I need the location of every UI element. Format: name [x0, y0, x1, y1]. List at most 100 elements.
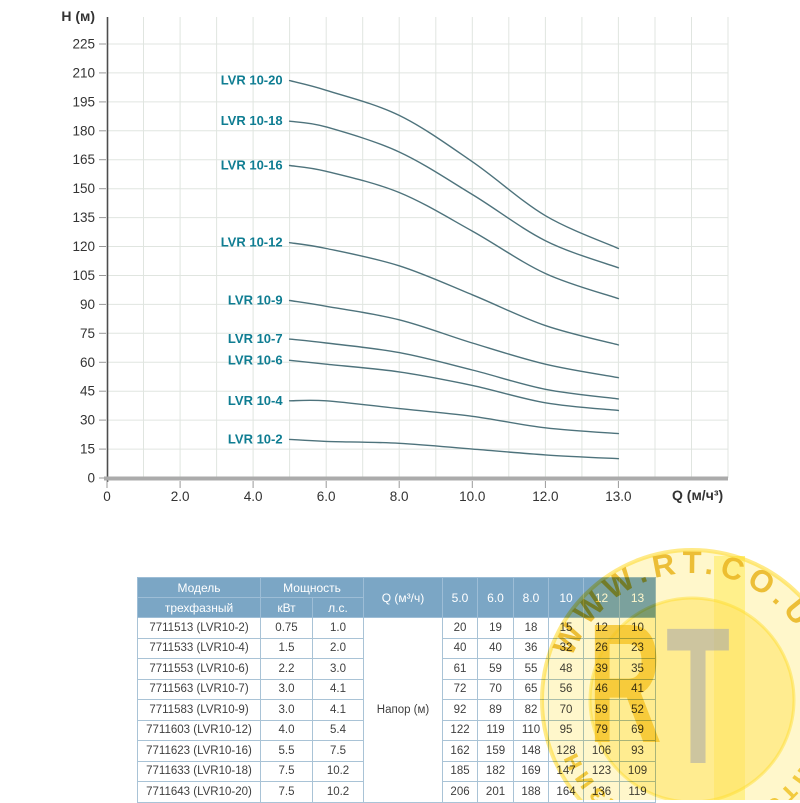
cell-head-value: 110 — [513, 719, 550, 741]
curve-label: LVR 10-18 — [221, 113, 283, 128]
cell-head-value: 188 — [513, 781, 550, 803]
header-model: Модель — [137, 577, 261, 598]
cell-hp: 10.2 — [311, 781, 365, 803]
curve-lvr-10-12 — [288, 242, 620, 346]
cell-kw: 7.5 — [260, 760, 313, 782]
pump-curves-chart: 0 15 30 45 60 75 90 105 120 135 150 165 180 195 210 225… — [61, 8, 729, 504]
curve-lvr-10-4 — [288, 399, 620, 435]
header-q-value: 6.0 — [477, 577, 515, 618]
cell-head-value: 122 — [442, 719, 479, 741]
cell-hp: 5.4 — [311, 719, 365, 741]
cell-hp: 2.0 — [311, 637, 365, 659]
watermark-ribbon — [714, 556, 745, 800]
y-tick-label: 60 — [80, 355, 95, 370]
curve-lvr-10-16 — [288, 164, 620, 300]
table-header: Модель Мощность Q (м³/ч) 5.0 6.0 8.0 10 12 13… — [137, 577, 657, 618]
cell-head-value: 19 — [477, 617, 515, 639]
cell-head-value: 72 — [442, 678, 479, 700]
curve-lvr-10-7 — [288, 338, 620, 400]
cell-head-value: 41 — [619, 678, 657, 700]
cell-hp: 10.2 — [311, 760, 365, 782]
x-tick-label: 6.0 — [317, 489, 336, 504]
header-q-value: 5.0 — [442, 577, 479, 618]
cell-head-value: 147 — [548, 760, 585, 782]
cell-head-value: 164 — [548, 781, 585, 803]
cell-head-value: 40 — [477, 637, 515, 659]
header-power: Мощность — [259, 577, 365, 598]
header-flow: Q (м³/ч) — [363, 577, 444, 618]
cell-head-value: 18 — [513, 617, 550, 639]
cell-head-value: 59 — [583, 699, 621, 721]
cell-head-value: 52 — [619, 699, 657, 721]
y-tick-label: 135 — [72, 210, 95, 225]
header-q-value: 12 — [583, 577, 621, 618]
table-body: 7711513 (LVR10-2) 0.75 1.0 Напор (м) 20 19 18 1… — [137, 617, 657, 803]
curve-label: LVR 10-2 — [228, 431, 283, 446]
y-tick-label: 210 — [72, 65, 95, 80]
watermark-letter-t: T — [666, 587, 730, 800]
pump-spec-table: Модель Мощность Q (м³/ч) 5.0 6.0 8.0 10 12 13… — [137, 577, 657, 803]
y-tick-label: 180 — [72, 123, 95, 138]
cell-kw: 1.5 — [260, 637, 313, 659]
y-tick-label: 15 — [80, 442, 95, 457]
cell-head-value: 136 — [583, 781, 621, 803]
cell-head-value: 95 — [548, 719, 585, 741]
curve-label: LVR 10-12 — [221, 235, 283, 250]
curve-lvr-10-20 — [288, 79, 620, 250]
cell-head-value: 59 — [477, 658, 515, 680]
cell-head-value: 148 — [513, 740, 550, 762]
cell-model: 7711563 (LVR10-7) — [137, 678, 261, 700]
cell-model: 7711633 (LVR10-18) — [137, 760, 261, 782]
curve-label: LVR 10-20 — [221, 73, 283, 88]
x-tick-label: 8.0 — [390, 489, 409, 504]
chart-grid — [107, 17, 729, 478]
curve-lvr-10-6 — [288, 359, 620, 412]
x-tick-label: 0 — [103, 489, 111, 504]
cell-hp: 4.1 — [311, 699, 365, 721]
x-tick-label: 4.0 — [244, 489, 263, 504]
cell-head-value: 93 — [619, 740, 657, 762]
x-axis-title: Q (м/ч³) — [672, 487, 723, 503]
chart-curves: LVR 10-20 LVR 10-18 LVR 10-16 LVR 10-12 LVR … — [221, 73, 620, 460]
y-tick-label: 225 — [72, 37, 95, 52]
cell-head-value: 169 — [513, 760, 550, 782]
cell-head-value: 26 — [583, 637, 621, 659]
cell-head-value: 15 — [548, 617, 585, 639]
cell-head-value: 162 — [442, 740, 479, 762]
cell-head-value: 40 — [442, 637, 479, 659]
cell-head-value: 79 — [583, 719, 621, 741]
header-hp: л.с. — [311, 597, 365, 618]
table-row: 7711513 (LVR10-2) 0.75 1.0 Напор (м) 20 19 18 1… — [137, 617, 657, 803]
cell-model: 7711643 (LVR10-20) — [137, 781, 261, 803]
cell-head-value: 206 — [442, 781, 479, 803]
cell-head-value: 61 — [442, 658, 479, 680]
cell-head-value: 10 — [619, 617, 657, 639]
cell-head-value: 20 — [442, 617, 479, 639]
cell-head-value: 55 — [513, 658, 550, 680]
curve-lvr-10-9 — [288, 299, 620, 379]
curve-label: LVR 10-16 — [221, 158, 283, 173]
cell-head-value: 23 — [619, 637, 657, 659]
y-tick-label: 75 — [80, 326, 95, 341]
cell-head-value: 159 — [477, 740, 515, 762]
cell-head-value: 182 — [477, 760, 515, 782]
cell-head-label: Напор (м) — [363, 617, 444, 803]
x-tick-label: 13.0 — [605, 489, 631, 504]
cell-model: 7711553 (LVR10-6) — [137, 658, 261, 680]
y-tick-label: 165 — [72, 152, 95, 167]
cell-head-value: 65 — [513, 678, 550, 700]
y-tick-label: 45 — [80, 384, 95, 399]
cell-kw: 2.2 — [260, 658, 313, 680]
y-tick-label: 90 — [80, 297, 95, 312]
y-tick-label: 195 — [72, 94, 95, 109]
cell-hp: 7.5 — [311, 740, 365, 762]
cell-head-value: 12 — [583, 617, 621, 639]
header-kw: кВт — [260, 597, 313, 618]
cell-head-value: 89 — [477, 699, 515, 721]
cell-head-value: 56 — [548, 678, 585, 700]
cell-model: 7711533 (LVR10-4) — [137, 637, 261, 659]
cell-model: 7711583 (LVR10-9) — [137, 699, 261, 721]
cell-hp: 1.0 — [311, 617, 365, 639]
cell-head-value: 201 — [477, 781, 515, 803]
